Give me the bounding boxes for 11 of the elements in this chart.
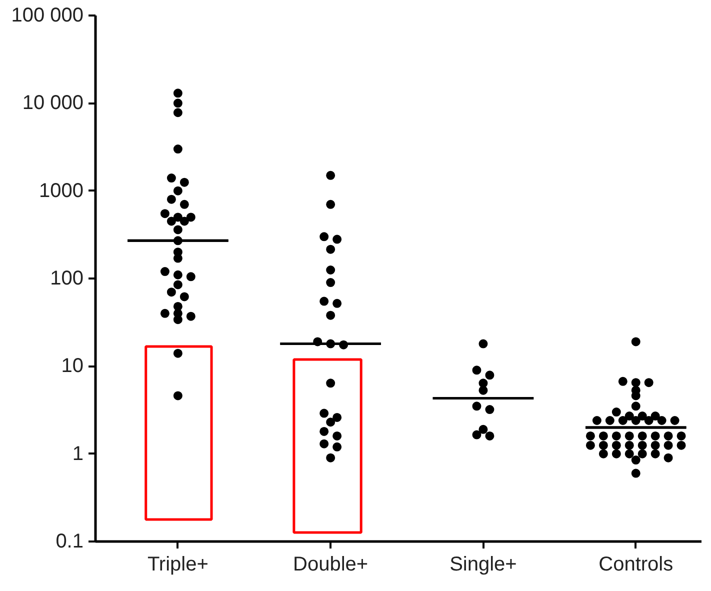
x-tick-label: Double+ <box>293 554 368 576</box>
y-tick-label: 0.1 <box>56 530 84 552</box>
y-tick-label: 100 <box>50 268 84 290</box>
x-tick-label: Controls <box>598 554 674 576</box>
y-tick-label: 100 000 <box>11 4 84 26</box>
y-tick-label: 10 <box>61 355 84 378</box>
x-tick-label: Triple+ <box>147 554 208 576</box>
y-tick-label: 1 <box>72 442 84 465</box>
y-tick-label: 10 000 <box>22 92 84 114</box>
x-tick-label: Single+ <box>450 554 517 576</box>
y-tick-label: 1000 <box>39 180 84 202</box>
